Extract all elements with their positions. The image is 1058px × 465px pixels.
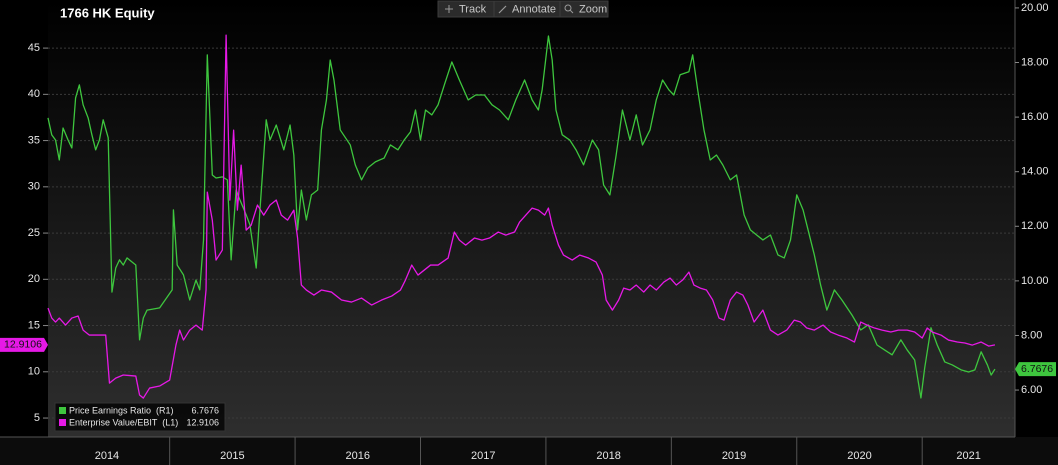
y-tick-label: 40: [28, 88, 40, 100]
x-tick-label: 2019: [722, 450, 746, 462]
x-tick-label: 2021: [956, 450, 980, 462]
plot-area: [48, 0, 1015, 437]
zoom-icon-handle: [569, 9, 574, 14]
x-tick-label: 2018: [596, 450, 620, 462]
y-tick-label: 15: [28, 319, 40, 331]
zoom-icon: [564, 4, 572, 12]
chart-title: 1766 HK Equity: [60, 5, 155, 20]
annotate-label[interactable]: Annotate: [512, 3, 556, 15]
y2-tick-label: 16.00: [1021, 111, 1049, 123]
x-tick-label: 2017: [471, 450, 495, 462]
axes: 5 10 15 20 25 30 35 40 45 6.00 8.00 10.00 12.00 14.00…: [28, 2, 1049, 465]
lines: [47, 34, 996, 399]
series-line: [47, 35, 996, 399]
y-tick-label: 5: [34, 412, 40, 424]
x-tick-label: 2014: [95, 450, 119, 462]
y2-tick-label: 18.00: [1021, 56, 1049, 68]
y2-tick-label: 6.00: [1021, 384, 1042, 396]
track-icon: [445, 5, 453, 13]
zoom-button[interactable]: [559, 0, 609, 18]
series-line: [47, 34, 996, 399]
y-tick-label: 35: [28, 134, 40, 146]
legend: Price Earnings Ratio (R1) 6.7676 Enterpris…: [54, 402, 226, 432]
value-tag: [1015, 362, 1056, 377]
legend-swatch: [59, 419, 66, 426]
y2-tick-label: 20.00: [1021, 2, 1049, 14]
annotate-icon: [498, 5, 507, 14]
x-tick-label: 2016: [346, 450, 370, 462]
y2-tick-label: 14.00: [1021, 166, 1049, 178]
value-tag-label: 6.7676: [1021, 363, 1053, 375]
y2-tick-label: 8.00: [1021, 329, 1042, 341]
x-axis-strip: [0, 437, 1058, 465]
y-tick-label: 45: [28, 42, 40, 54]
y-tick-label: 20: [28, 273, 40, 285]
legend-box: [54, 402, 226, 432]
legend-label: Price Earnings Ratio (R1): [69, 405, 174, 415]
legend-value: 12.9106: [186, 417, 219, 427]
legend-value: 6.7676: [191, 405, 219, 415]
x-tick-label: 2020: [847, 450, 871, 462]
legend-label: Enterprise Value/EBIT (L1): [69, 417, 178, 427]
y2-tick-label: 10.00: [1021, 275, 1049, 287]
y-tick-label: 10: [28, 366, 40, 378]
track-label[interactable]: Track: [459, 3, 487, 15]
legend-swatch: [59, 407, 66, 414]
y-tick-label: 30: [28, 181, 40, 193]
y-tick-label: 25: [28, 227, 40, 239]
y2-tick-label: 12.00: [1021, 220, 1049, 232]
value-tags: 6.7676 12.9106: [0, 337, 1056, 377]
toolbar: Track Annotate Zoom: [437, 0, 609, 18]
zoom-label[interactable]: Zoom: [579, 3, 607, 15]
value-tag: [0, 337, 48, 352]
x-tick-label: 2015: [220, 450, 244, 462]
value-tag-label: 12.9106: [4, 339, 42, 351]
